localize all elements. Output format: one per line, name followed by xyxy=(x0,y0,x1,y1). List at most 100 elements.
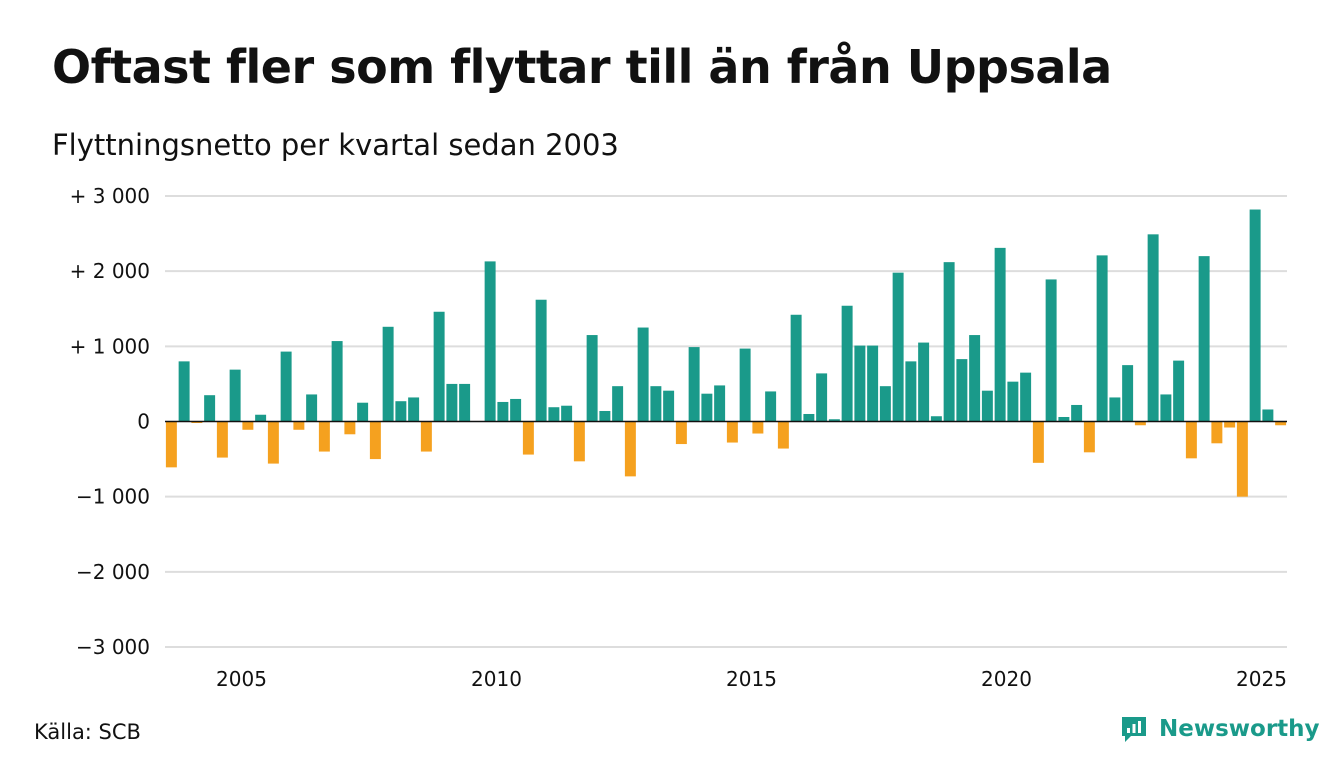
bar-2009-k1 xyxy=(446,383,458,422)
bar-2010-k4 xyxy=(535,299,547,422)
bar-2008-k4 xyxy=(433,311,445,422)
bar-2005-k1 xyxy=(242,421,254,430)
bar-2022-k3 xyxy=(1134,421,1146,426)
bar-2021-k2 xyxy=(1071,404,1083,422)
bar-2024-k1 xyxy=(1211,421,1223,444)
bar-2015-k2 xyxy=(765,391,777,422)
bar-2012-k1 xyxy=(599,410,611,422)
bar-2015-k1 xyxy=(752,421,764,434)
bar-2007-k1 xyxy=(344,421,356,435)
bar-2022-k1 xyxy=(1109,397,1121,422)
newsworthy-logo-icon xyxy=(1122,717,1146,742)
bar-2017-k4 xyxy=(892,272,904,422)
x-tick-label: 2020 xyxy=(981,667,1032,691)
bar-2011-k1 xyxy=(548,407,560,422)
bar-2020-k4 xyxy=(1045,279,1057,422)
bar-2003-k3 xyxy=(165,421,177,468)
bar-2013-k2 xyxy=(663,390,675,422)
x-tick-label: 2025 xyxy=(1236,667,1287,691)
y-tick-label: + 1 000 xyxy=(70,334,150,358)
bar-2015-k4 xyxy=(790,314,802,422)
bar-2006-k2 xyxy=(306,394,318,422)
source-note: Källa: SCB xyxy=(34,720,141,744)
bar-2012-k3 xyxy=(624,421,636,477)
x-axis-ticks: 2005 2010 2015 2020 2025 xyxy=(216,667,1287,691)
brand-logo: Newsworthy xyxy=(1119,714,1320,744)
bar-2010-k1 xyxy=(497,401,509,422)
bar-2008-k2 xyxy=(408,397,420,422)
bar-2004-k3 xyxy=(216,421,228,458)
bar-2014-k4 xyxy=(739,348,751,422)
bar-2006-k3 xyxy=(318,421,330,452)
bar-2017-k1 xyxy=(854,345,866,422)
bar-2015-k3 xyxy=(777,421,789,449)
bar-2017-k3 xyxy=(879,386,891,422)
bar-2006-k1 xyxy=(293,421,305,430)
bar-2003-k4 xyxy=(178,361,190,422)
bar-2009-k4 xyxy=(484,261,496,422)
bar-2018-k1 xyxy=(905,361,917,422)
bar-2013-k3 xyxy=(675,421,687,445)
chart-title: Oftast fler som flyttar till än från Upp… xyxy=(52,40,1112,94)
bar-2024-k4 xyxy=(1249,209,1261,422)
bar-2017-k2 xyxy=(867,345,879,422)
bars xyxy=(165,209,1287,497)
chart-subtitle: Flyttningsnetto per kvartal sedan 2003 xyxy=(52,128,619,162)
bar-2004-k2 xyxy=(204,395,216,422)
bar-2016-k4 xyxy=(841,305,853,422)
bar-2009-k2 xyxy=(459,383,471,422)
bar-2023-k2 xyxy=(1173,360,1185,422)
bar-2019-k3 xyxy=(981,390,993,422)
bar-2018-k4 xyxy=(943,262,955,422)
bar-2013-k4 xyxy=(688,347,700,422)
bar-2008-k3 xyxy=(420,421,432,452)
bar-2011-k4 xyxy=(586,335,598,422)
bar-2023-k1 xyxy=(1160,394,1172,422)
x-tick-label: 2015 xyxy=(726,667,777,691)
bar-2025-k1 xyxy=(1262,409,1274,422)
bar-2018-k3 xyxy=(930,416,942,422)
bar-2021-k4 xyxy=(1096,255,1108,422)
brand-name: Newsworthy xyxy=(1159,716,1320,742)
bar-2014-k2 xyxy=(714,385,726,422)
bar-2014-k1 xyxy=(701,393,713,422)
bar-2011-k2 xyxy=(561,405,573,422)
bar-2010-k2 xyxy=(510,398,522,422)
bar-2014-k3 xyxy=(726,421,738,443)
x-tick-label: 2005 xyxy=(216,667,267,691)
y-tick-label: −1 000 xyxy=(76,485,150,509)
bar-2020-k2 xyxy=(1020,372,1032,422)
bar-2016-k3 xyxy=(828,419,840,422)
y-tick-label: 0 xyxy=(137,410,150,434)
bar-2005-k2 xyxy=(255,414,267,422)
bar-2019-k4 xyxy=(994,247,1006,422)
y-axis-ticks: + 3 000 + 2 000 + 1 000 0 −1 000 −2 000 −3 000 xyxy=(70,184,150,659)
bar-2008-k1 xyxy=(395,401,407,422)
bar-2005-k4 xyxy=(280,351,292,422)
bar-2011-k3 xyxy=(573,421,585,462)
bar-2024-k3 xyxy=(1236,421,1248,497)
bar-2013-k1 xyxy=(650,386,662,422)
bar-2004-k4 xyxy=(229,369,241,422)
y-tick-label: −2 000 xyxy=(76,560,150,584)
bar-2012-k4 xyxy=(637,327,649,422)
bar-2012-k2 xyxy=(612,386,624,422)
y-tick-label: + 3 000 xyxy=(70,184,150,208)
bar-2022-k2 xyxy=(1122,365,1134,422)
bar-2022-k4 xyxy=(1147,234,1159,422)
y-tick-label: + 2 000 xyxy=(70,259,150,283)
bar-2016-k1 xyxy=(803,413,815,422)
bar-2007-k3 xyxy=(369,421,381,460)
bar-2010-k3 xyxy=(522,421,534,455)
bar-2023-k4 xyxy=(1198,256,1210,422)
bar-2024-k2 xyxy=(1224,421,1236,428)
x-tick-label: 2010 xyxy=(471,667,522,691)
bar-2021-k3 xyxy=(1083,421,1095,453)
bar-2023-k3 xyxy=(1185,421,1197,459)
bar-2019-k2 xyxy=(969,335,981,422)
bar-2018-k2 xyxy=(918,342,930,422)
bar-2006-k4 xyxy=(331,341,343,422)
bar-2019-k1 xyxy=(956,359,968,422)
bar-2021-k1 xyxy=(1058,416,1070,422)
